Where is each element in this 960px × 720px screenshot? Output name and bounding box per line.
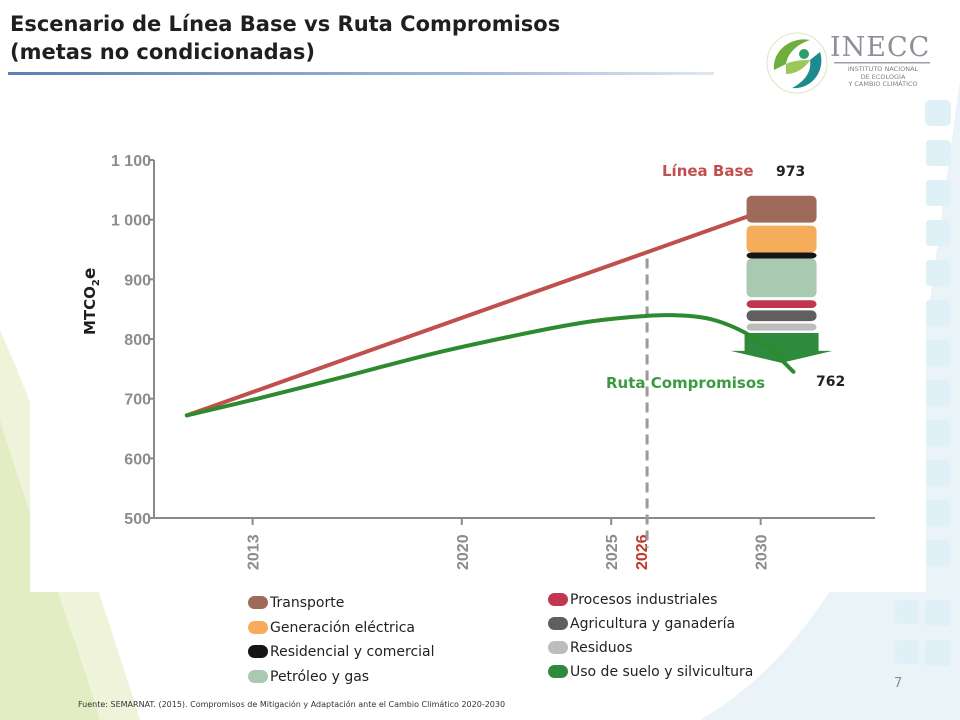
legend-label: Uso de suelo y silvicultura bbox=[570, 664, 754, 680]
stack-segment bbox=[746, 310, 817, 322]
legend-swatch bbox=[548, 665, 568, 678]
inecc-logo: INECC INSTITUTO NACIONAL DE ECOLOGÍA Y C… bbox=[760, 28, 960, 100]
legend-swatch bbox=[248, 620, 268, 634]
legend-label: Generación eléctrica bbox=[270, 619, 415, 636]
stack-segment bbox=[746, 252, 817, 259]
y-tick-label: 1 100 bbox=[111, 153, 151, 170]
legend-label: Petróleo y gas bbox=[270, 668, 370, 685]
legend-swatch bbox=[248, 645, 268, 658]
x-tick-label: 2013 bbox=[246, 534, 263, 570]
legend-label: Procesos industriales bbox=[570, 592, 718, 608]
series-label-linea-base: Línea Base bbox=[662, 162, 754, 180]
series-label-ruta-compromisos: Ruta Compromisos bbox=[606, 374, 765, 392]
y-tick-label: 800 bbox=[124, 332, 151, 349]
legend-label: Residuos bbox=[570, 640, 633, 656]
legend-swatch bbox=[548, 593, 568, 606]
y-tick-label: 500 bbox=[124, 511, 151, 528]
logo-wordmark: INECC bbox=[830, 32, 931, 63]
series-end-value-ruta-compromisos: 762 bbox=[816, 374, 845, 390]
logo-subtitle: INSTITUTO NACIONAL DE ECOLOGÍA Y CAMBIO … bbox=[838, 65, 928, 89]
stack-segment bbox=[746, 323, 817, 331]
page-number: 7 bbox=[894, 676, 903, 691]
y-tick-label: 600 bbox=[124, 451, 151, 468]
title-line-1: Escenario de Línea Base vs Ruta Compromi… bbox=[10, 12, 561, 36]
page-title: Escenario de Línea Base vs Ruta Compromi… bbox=[10, 10, 560, 66]
logo-subtitle-line-3: Y CAMBIO CLIMÁTICO bbox=[848, 80, 918, 88]
logo-rule bbox=[834, 62, 930, 64]
x-tick-label: 2025 bbox=[604, 534, 621, 570]
y-tick-label: 900 bbox=[124, 272, 151, 289]
logo-subtitle-line-2: DE ECOLOGÍA bbox=[860, 72, 906, 81]
legend-label: Agricultura y ganadería bbox=[570, 616, 736, 632]
legend-label: Transporte bbox=[270, 595, 345, 611]
x-tick-label: 2030 bbox=[754, 534, 771, 570]
series-end-value-linea-base: 973 bbox=[776, 164, 805, 180]
chart-marks bbox=[184, 195, 833, 548]
stack-segment bbox=[746, 195, 817, 223]
x-tick-label: 2020 bbox=[455, 534, 472, 570]
stack-segment bbox=[746, 300, 817, 308]
legend-label: Residencial y comercial bbox=[270, 644, 435, 660]
y-tick-label: 1 000 bbox=[111, 213, 151, 230]
chart-ticks: 500 600 700 800 900 1 000 1 100 2013 2020 2025 203… bbox=[111, 153, 771, 570]
series-line-ruta-compromisos bbox=[184, 313, 796, 418]
title-line-2: (metas no condicionadas) bbox=[10, 40, 315, 64]
y-tick-label: 700 bbox=[124, 392, 151, 409]
chart-labels: MTCO2e Línea Base 973 Ruta Compromisos 762 bbox=[80, 162, 845, 392]
legend-swatch bbox=[548, 617, 568, 630]
legend-swatch bbox=[548, 641, 568, 654]
y-axis-label: MTCO2e bbox=[80, 268, 102, 335]
source-note: Fuente: SEMARNAT. (2015). Compromisos de… bbox=[78, 700, 506, 709]
series-line-linea-base bbox=[184, 209, 763, 418]
legend-swatch bbox=[248, 596, 268, 609]
x-tick-label-highlight: 2026 bbox=[634, 534, 651, 570]
stack-segment bbox=[746, 225, 817, 253]
leaf-swirl-icon bbox=[766, 32, 828, 94]
legend-swatch bbox=[248, 669, 268, 683]
title-underline bbox=[8, 72, 714, 75]
logo-subtitle-line-1: INSTITUTO NACIONAL bbox=[847, 65, 919, 73]
stack-segment bbox=[746, 258, 817, 298]
